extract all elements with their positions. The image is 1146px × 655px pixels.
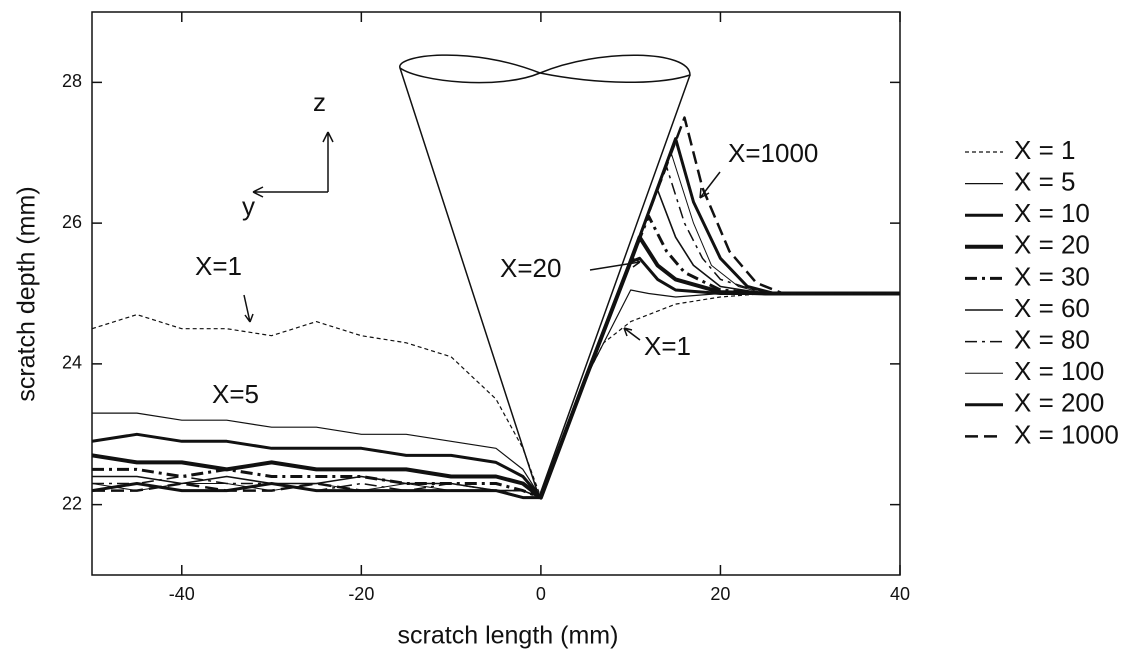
- legend-label: X = 30: [1014, 261, 1090, 291]
- legend-label: X = 1: [1014, 135, 1075, 165]
- annotation: y: [242, 191, 255, 221]
- legend-label: X = 10: [1014, 198, 1090, 228]
- annotation: X=20: [500, 253, 561, 283]
- legend-label: X = 100: [1014, 356, 1104, 386]
- series-line: [92, 292, 900, 499]
- annotation: X=1000: [728, 138, 818, 168]
- annotations: [243, 131, 721, 341]
- y-tick-label: 22: [62, 493, 82, 513]
- y-tick-label: 24: [62, 353, 82, 373]
- series-line: [92, 152, 900, 499]
- series-line: [92, 189, 900, 499]
- y-tick-label: 28: [62, 71, 82, 91]
- y-tick-label: 26: [62, 212, 82, 232]
- x-tick-label: -20: [348, 584, 374, 604]
- series-line: [92, 235, 900, 500]
- legend-label: X = 1000: [1014, 419, 1119, 449]
- series-line: [92, 116, 900, 499]
- x-tick-label: -40: [169, 584, 195, 604]
- x-tick-label: 40: [890, 584, 910, 604]
- legend-label: X = 200: [1014, 388, 1104, 418]
- annotation: X=1: [195, 251, 242, 281]
- annotation: X=1: [644, 331, 691, 361]
- legend-label: X = 60: [1014, 293, 1090, 323]
- annotation: z: [313, 87, 326, 117]
- x-axis-label: scratch length (mm): [398, 622, 619, 650]
- y-axis-label: scratch depth (mm): [13, 186, 41, 401]
- series-line: [92, 256, 900, 500]
- x-tick-label: 20: [710, 584, 730, 604]
- annotation: X=5: [212, 379, 259, 409]
- series-line: [92, 137, 900, 500]
- legend-label: X = 5: [1014, 166, 1075, 196]
- legend-label: X = 80: [1014, 324, 1090, 354]
- lines: [92, 116, 900, 500]
- x-tick-label: 0: [536, 584, 546, 604]
- legend-label: X = 20: [1014, 230, 1090, 260]
